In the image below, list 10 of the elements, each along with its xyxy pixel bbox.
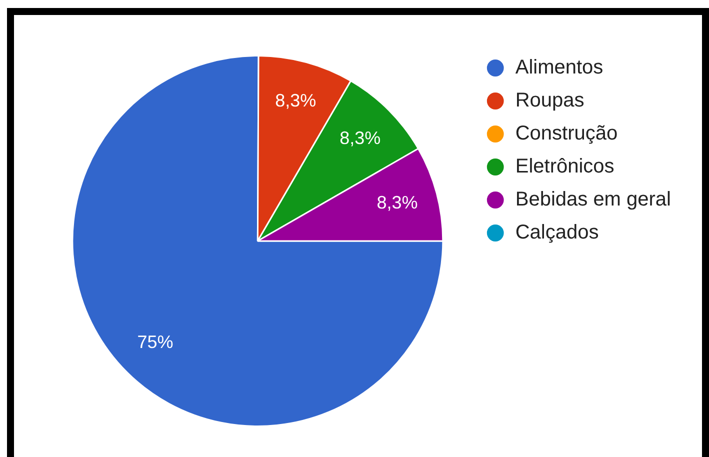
legend-label: Bebidas em geral (515, 188, 672, 211)
legend-label: Roupas (515, 90, 584, 112)
legend-label: Eletrônicos (515, 156, 614, 178)
legend-label: Construção (515, 122, 618, 145)
data-label: 75% (137, 332, 174, 352)
data-label: 8,3% (275, 90, 316, 111)
data-label: 8,3% (340, 128, 381, 148)
data-label: 8,3% (376, 192, 418, 213)
legend-label: Alimentos (515, 56, 604, 79)
legend-label: Calçados (515, 222, 599, 244)
